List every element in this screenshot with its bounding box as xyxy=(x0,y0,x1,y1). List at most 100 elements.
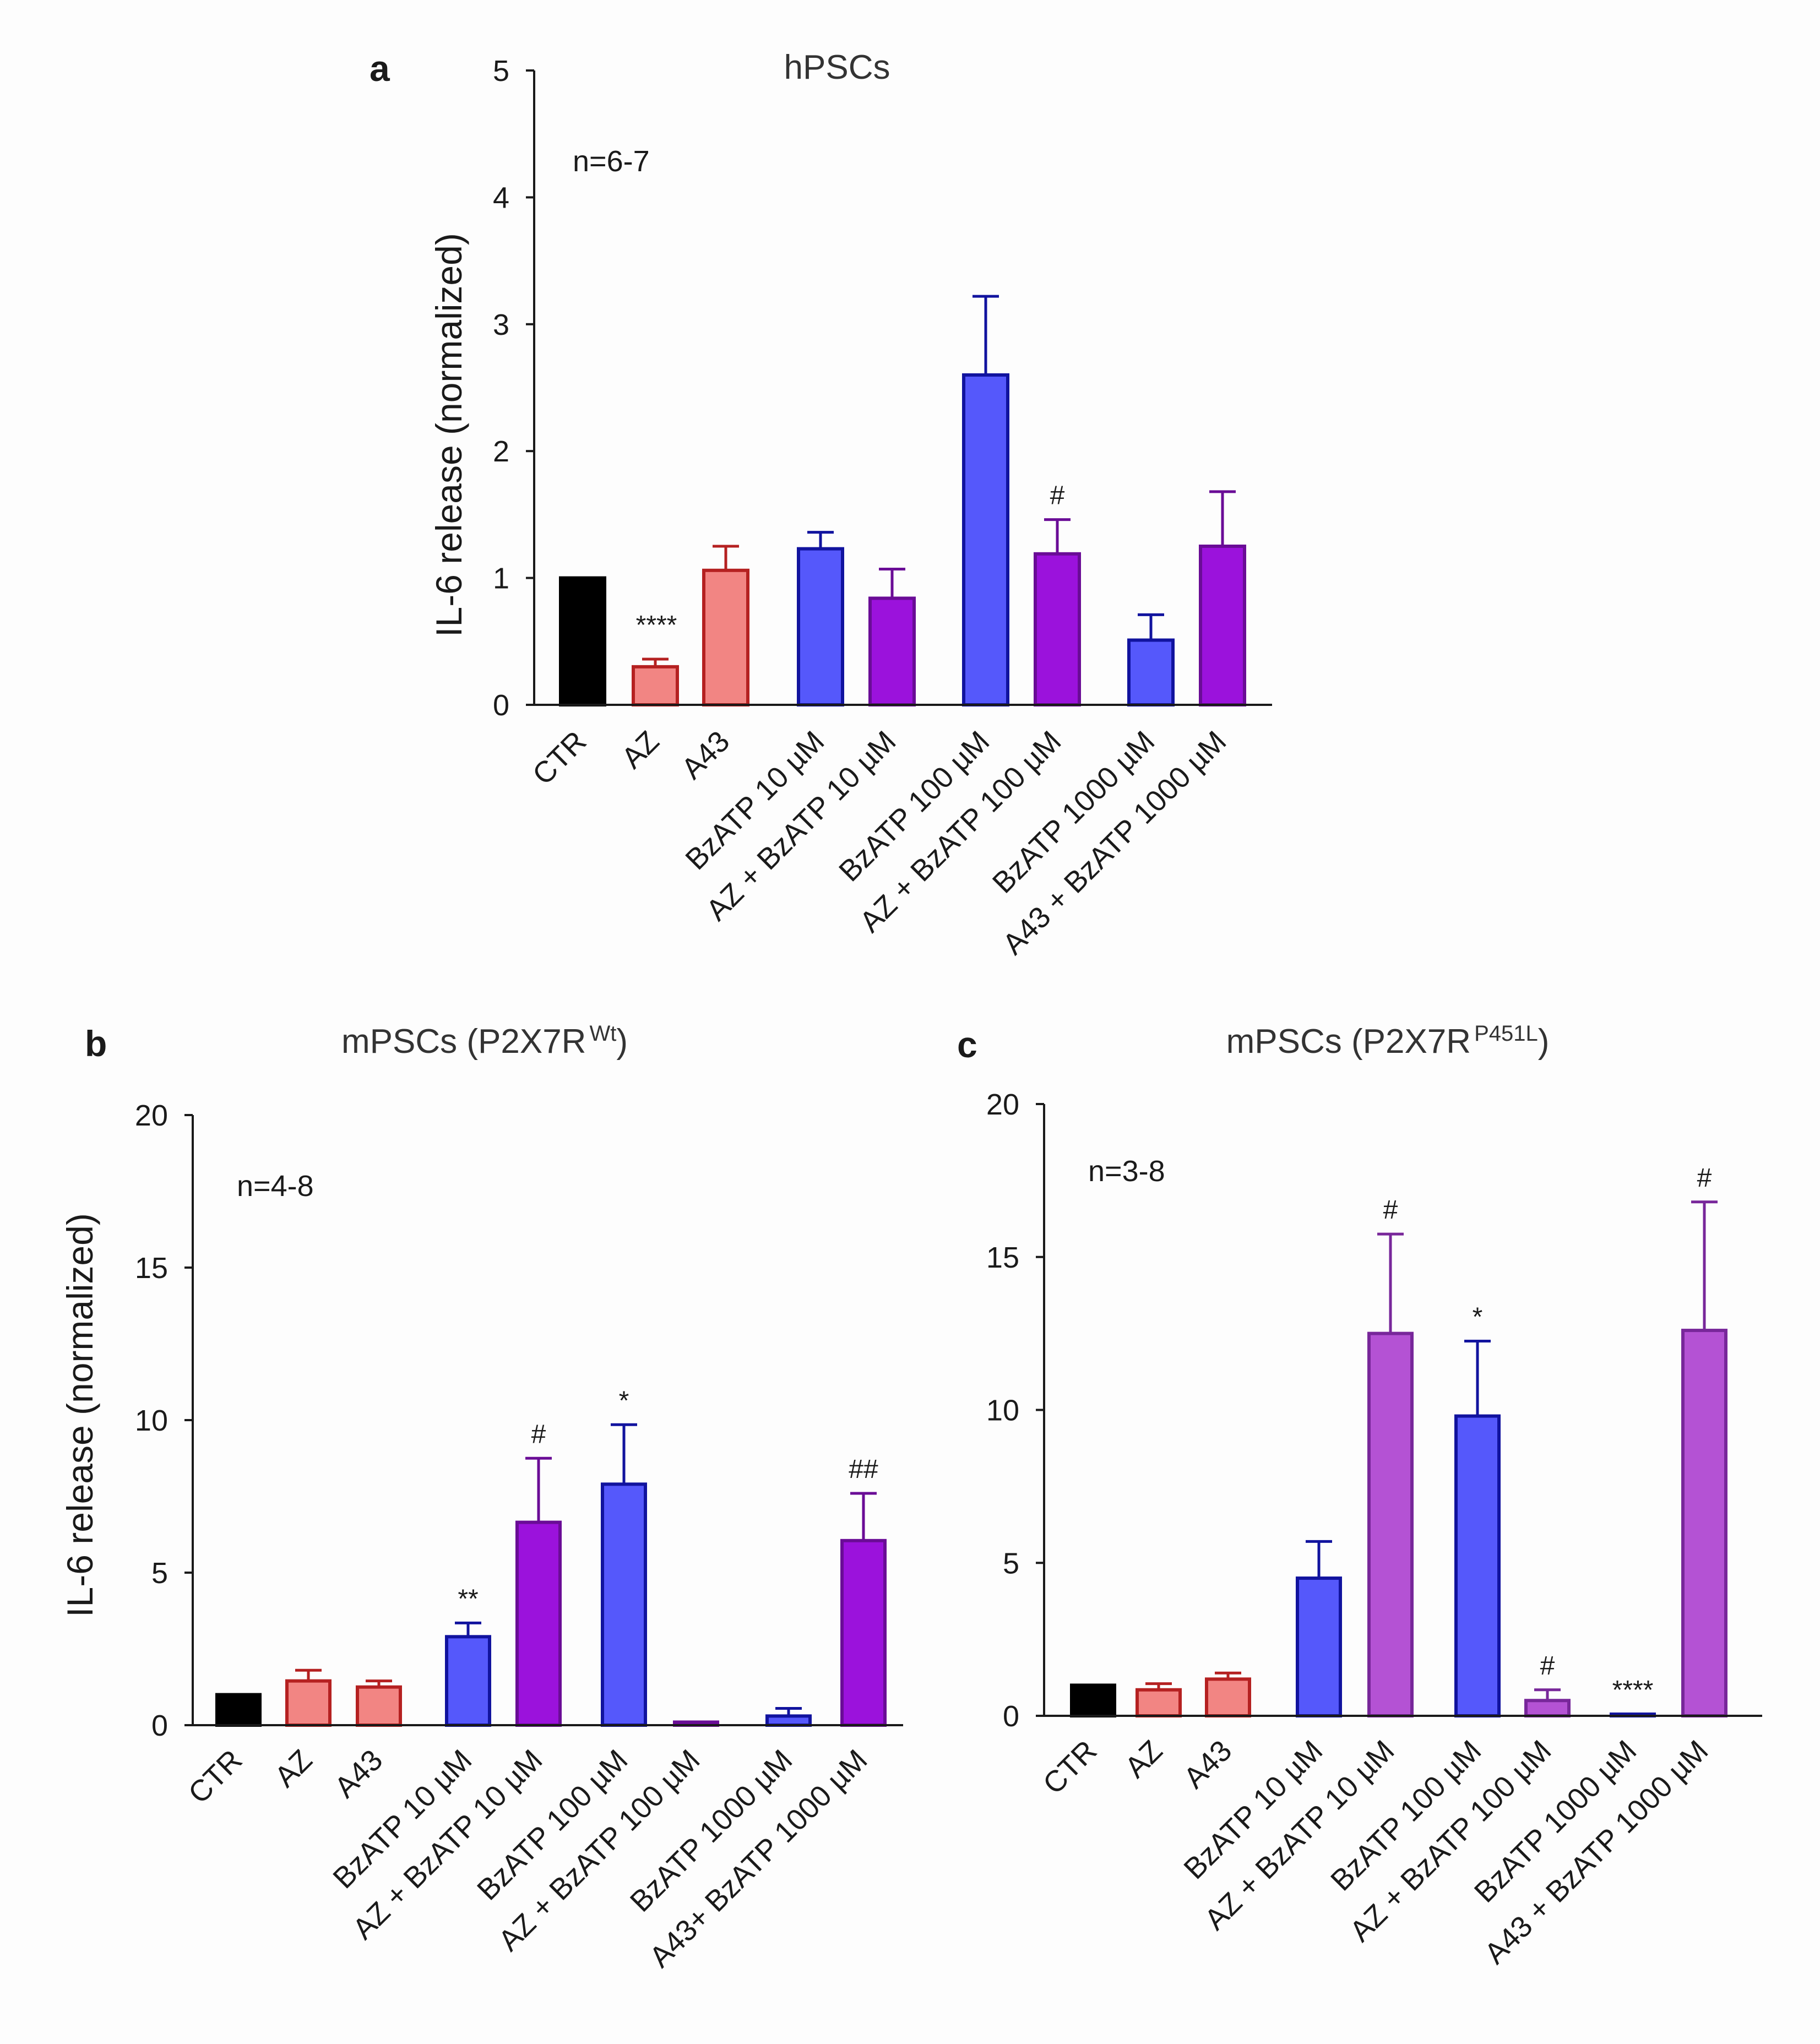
chart-title-b-main: mPSCs (P2X7R xyxy=(341,1023,586,1061)
error-bar-a-8 xyxy=(1209,490,1236,546)
y-tick-label-c-1: 5 xyxy=(1003,1547,1019,1580)
y-tick-label-a-1: 1 xyxy=(493,562,509,595)
bar-a-3 xyxy=(797,547,844,706)
error-bar-b-7 xyxy=(775,1707,802,1716)
chart-title-a: hPSCs xyxy=(784,48,890,86)
error-bar-b-8 xyxy=(850,1492,877,1541)
category-label-c-0: CTR xyxy=(1037,1734,1104,1801)
significance-b-3: ** xyxy=(458,1584,478,1613)
y-axis-label-b: IL-6 release (normalized) xyxy=(59,1213,100,1617)
y-tick-label-c-0: 0 xyxy=(1003,1700,1019,1733)
error-bar-c-2 xyxy=(1215,1671,1241,1679)
bars-b: ** # * ## xyxy=(215,1386,887,1727)
category-label-a-1: AZ xyxy=(615,725,665,775)
n-label-b: n=4-8 xyxy=(237,1170,314,1203)
bar-b-7 xyxy=(765,1714,812,1727)
significance-c-7: **** xyxy=(1612,1676,1654,1705)
y-tick-label-b-4: 20 xyxy=(135,1099,168,1132)
category-label-b-1: AZ xyxy=(268,1743,318,1793)
bar-a-7 xyxy=(1127,638,1175,706)
significance-b-5: * xyxy=(619,1386,629,1415)
error-bar-a-5 xyxy=(973,295,999,375)
y-tick-label-b-3: 15 xyxy=(135,1252,168,1285)
error-bar-a-3 xyxy=(807,531,834,549)
significance-a-1: **** xyxy=(636,611,677,640)
significance-c-5: * xyxy=(1473,1303,1483,1332)
y-tick-label-a-5: 5 xyxy=(493,55,509,88)
panel-letter-c: c xyxy=(957,1024,977,1065)
bar-c-1 xyxy=(1136,1688,1182,1717)
chart-title-c-main: mPSCs (P2X7R xyxy=(1226,1023,1471,1061)
bar-c-4 xyxy=(1367,1331,1414,1717)
bars-a: **** # xyxy=(559,295,1246,707)
y-tick-label-a-2: 2 xyxy=(493,435,509,468)
bar-b-8 xyxy=(840,1539,887,1727)
bar-b-0 xyxy=(215,1693,262,1727)
error-bar-a-2 xyxy=(713,545,739,570)
bar-a-5 xyxy=(962,373,1009,706)
error-bar-c-1 xyxy=(1145,1682,1172,1690)
y-tick-label-b-0: 0 xyxy=(151,1709,168,1742)
chart-title-c-sup: P451L xyxy=(1474,1021,1538,1046)
significance-c-6: # xyxy=(1540,1651,1555,1681)
y-ticks-a: 0 1 2 3 4 5 xyxy=(493,55,534,722)
bar-c-0 xyxy=(1070,1683,1116,1717)
bar-a-2 xyxy=(702,568,749,706)
bar-a-8 xyxy=(1199,545,1246,706)
bar-a-1 xyxy=(632,665,679,707)
chart-title-b-sup: Wt xyxy=(589,1021,616,1046)
bar-c-8 xyxy=(1681,1329,1727,1718)
error-bar-a-1 xyxy=(642,657,669,667)
bar-c-5 xyxy=(1454,1414,1501,1718)
category-label-b-0: CTR xyxy=(182,1743,249,1810)
category-label-a-0: CTR xyxy=(526,725,593,791)
n-label-a: n=6-7 xyxy=(573,145,650,178)
y-tick-label-a-3: 3 xyxy=(493,308,509,341)
error-bar-a-4 xyxy=(879,567,905,599)
category-label-c-2: A43 xyxy=(1177,1734,1238,1795)
error-bar-a-6 xyxy=(1044,518,1071,554)
y-tick-label-a-4: 4 xyxy=(493,181,509,214)
y-tick-label-c-2: 10 xyxy=(986,1394,1019,1427)
bar-a-0 xyxy=(559,576,606,706)
chart-panel-c: mPSCs (P2X7R P451L) n=3-8 0 5 10 15 20 # * # ***… xyxy=(986,1021,1762,1970)
bar-b-3 xyxy=(445,1635,491,1727)
chart-title-b: mPSCs (P2X7R Wt) xyxy=(341,1021,628,1061)
significance-c-8: # xyxy=(1697,1164,1712,1193)
y-tick-label-c-4: 20 xyxy=(986,1088,1019,1121)
error-bar-c-5 xyxy=(1464,1340,1491,1416)
error-bar-c-8 xyxy=(1691,1200,1718,1331)
y-tick-label-a-0: 0 xyxy=(493,689,509,722)
panel-letter-a: a xyxy=(370,48,390,89)
chart-panel-a: hPSCs n=6-7 IL-6 release (normalized) 0 1… xyxy=(428,48,1272,961)
error-bar-b-1 xyxy=(295,1668,322,1681)
error-bar-c-4 xyxy=(1377,1232,1404,1334)
category-label-c-1: AZ xyxy=(1118,1734,1169,1784)
y-tick-label-b-2: 10 xyxy=(135,1404,168,1437)
y-axis-label-a: IL-6 release (normalized) xyxy=(428,233,469,637)
y-ticks-b: 0 5 10 15 20 xyxy=(135,1099,193,1742)
chart-title-c-end: ) xyxy=(1538,1023,1550,1061)
significance-b-4: # xyxy=(531,1420,546,1449)
bar-a-4 xyxy=(868,596,916,706)
bars-c: # * # **** # xyxy=(1070,1164,1727,1718)
significance-b-8: ## xyxy=(849,1455,878,1484)
bar-b-5 xyxy=(601,1482,647,1727)
error-bar-c-3 xyxy=(1306,1540,1332,1579)
significance-a-6: # xyxy=(1050,481,1065,510)
y-tick-label-c-3: 15 xyxy=(986,1241,1019,1274)
bar-c-3 xyxy=(1296,1577,1342,1717)
category-label-b-2: A43 xyxy=(328,1743,389,1804)
y-ticks-c: 0 5 10 15 20 xyxy=(986,1088,1044,1733)
error-bar-a-7 xyxy=(1138,613,1164,640)
chart-title-b-end: ) xyxy=(616,1023,628,1061)
bar-c-6 xyxy=(1524,1699,1571,1718)
y-tick-label-b-1: 5 xyxy=(151,1557,168,1590)
error-bar-b-4 xyxy=(525,1456,552,1523)
bar-b-4 xyxy=(515,1520,562,1727)
category-label-a-2: A43 xyxy=(675,725,736,785)
